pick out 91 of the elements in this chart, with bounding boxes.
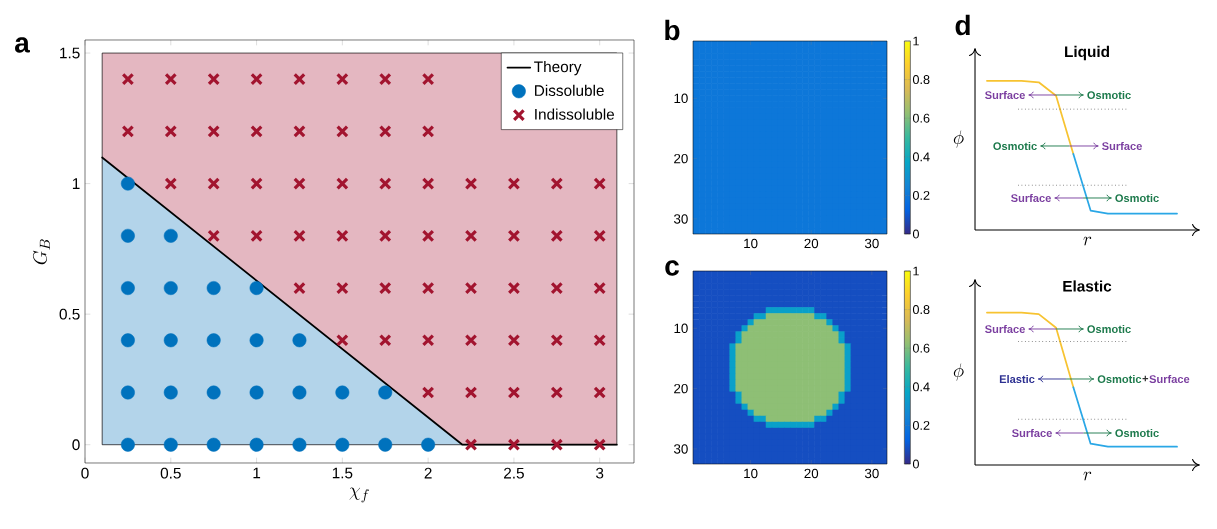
point [163, 437, 178, 452]
point [249, 437, 264, 452]
point [378, 437, 393, 452]
point [249, 385, 264, 400]
color-bar-label: 1 [913, 266, 919, 276]
y-tick-label: 30 [673, 214, 688, 224]
x-tick-label: 2.5 [504, 467, 524, 479]
color-bar-label: 0.4 [912, 152, 930, 162]
x-tick-label: 30 [864, 238, 879, 249]
annotation: Surface [1011, 193, 1051, 203]
point [421, 437, 436, 452]
annotation: Elastic [999, 374, 1035, 384]
color-bar-label: 0.4 [912, 382, 930, 392]
color-bar-label: 0 [912, 459, 919, 469]
annotation: Osmotic [1097, 374, 1142, 384]
x-tick-label: 10 [744, 238, 758, 249]
y-tick-label: 10 [674, 323, 688, 334]
chart-title: Elastic [1063, 280, 1112, 292]
point [120, 333, 135, 348]
point [120, 228, 135, 243]
x-tick-label: 30 [864, 468, 879, 479]
y-tick-label: 0.5 [59, 308, 80, 320]
color-bar-label: 0 [912, 229, 919, 239]
legend-label: Theory [534, 60, 582, 76]
annotation: Surface [1149, 374, 1190, 384]
point [206, 333, 221, 348]
point [206, 385, 221, 400]
point [249, 281, 264, 295]
y-tick-label: 1 [72, 178, 80, 189]
x-axis-title: $r$ [1083, 471, 1092, 481]
annotation: Surface [1102, 141, 1142, 151]
x-tick-label: 1 [253, 467, 261, 479]
point [120, 437, 135, 452]
color-bar-label: 0.6 [912, 343, 930, 353]
annotation: Osmotic [1087, 90, 1131, 100]
annotation: Osmotic [993, 141, 1037, 151]
y-tick-label: 0 [72, 439, 80, 451]
y-tick-label: 20 [674, 153, 688, 164]
x-tick-label: 2 [424, 467, 432, 479]
x-tick-label: 1.5 [332, 467, 353, 479]
chart-title: c [665, 260, 679, 276]
x-tick-label: 20 [804, 238, 819, 249]
x-axis-title: $r$ [1083, 236, 1092, 246]
point [292, 437, 307, 452]
point [335, 385, 350, 400]
x-tick-label: 20 [804, 468, 819, 479]
annotation: Osmotic [1115, 193, 1159, 203]
annotation: Osmotic [1115, 428, 1159, 438]
chart-title: a [15, 37, 30, 53]
color-bar-label: 0.2 [912, 190, 930, 200]
point [378, 385, 393, 400]
annotation: Osmotic [1087, 324, 1131, 334]
point [120, 281, 135, 295]
x-axis-title: $\chi_f$ [349, 487, 369, 503]
annotation: Surface [985, 324, 1025, 334]
point [163, 281, 178, 295]
x-tick-label: 0.5 [160, 467, 181, 479]
point [163, 228, 178, 243]
color-bar-label: 0.2 [912, 420, 930, 430]
x-tick-label: 10 [744, 468, 758, 479]
point [335, 437, 350, 452]
point [249, 333, 264, 348]
point [163, 333, 178, 348]
point [292, 333, 307, 348]
x-tick-label: 0 [81, 467, 89, 479]
color-bar-label: 1 [913, 36, 919, 46]
legend-label: Indissoluble [535, 108, 615, 120]
x-tick-label: 3 [596, 467, 604, 479]
annotation: + [1142, 375, 1149, 382]
point [163, 385, 178, 400]
y-tick-label: 1.5 [60, 47, 80, 59]
y-tick-label: 30 [673, 444, 688, 454]
color-bar-label: 0.8 [912, 305, 930, 315]
annotation: Surface [985, 90, 1025, 100]
chart-title: b [665, 19, 680, 41]
y-axis-title: $G_B$ [32, 239, 50, 265]
point [206, 437, 221, 452]
chart-title: Liquid [1065, 45, 1109, 61]
point [292, 385, 307, 400]
color-bar-label: 0.8 [912, 75, 930, 85]
y-tick-label: 10 [674, 93, 688, 104]
point [120, 176, 135, 191]
text: d [955, 14, 970, 36]
point [120, 385, 135, 400]
y-axis-title: $\phi$ [953, 130, 964, 148]
point [206, 281, 221, 295]
annotation: Surface [1012, 428, 1052, 438]
y-axis-title: $\phi$ [953, 363, 964, 381]
color-bar-label: 0.6 [912, 113, 930, 123]
legend-label: Dissoluble [535, 84, 604, 96]
y-tick-label: 20 [674, 383, 688, 394]
